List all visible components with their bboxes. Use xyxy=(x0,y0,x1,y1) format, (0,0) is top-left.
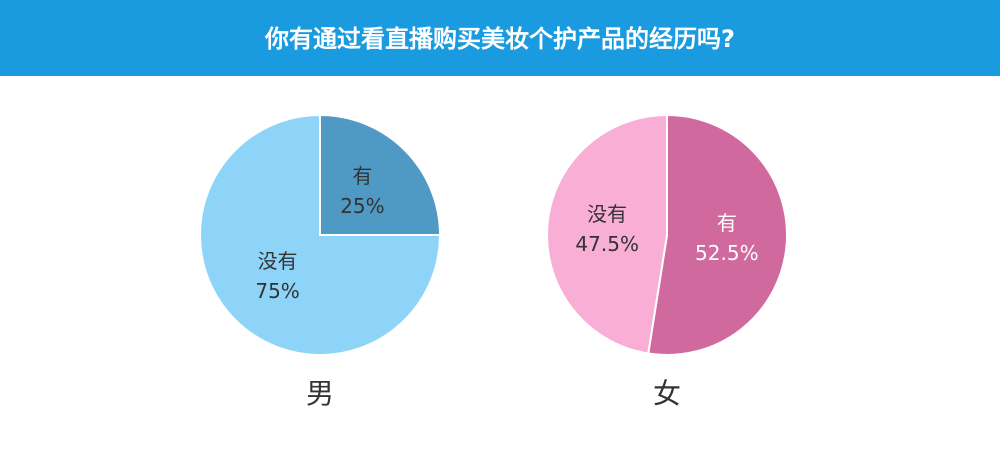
pie-title: 男 xyxy=(306,377,334,410)
slice-category-label: 有 xyxy=(717,211,737,235)
slice-category-label: 没有 xyxy=(258,249,298,273)
pie-slice xyxy=(647,113,788,356)
slice-category-label: 有 xyxy=(352,164,372,188)
slice-value-label: 52.5% xyxy=(695,241,759,265)
slice-value-label: 47.5% xyxy=(575,232,639,256)
chart-title: 你有通过看直播购买美妆个护产品的经历吗? xyxy=(264,25,735,53)
slice-value-label: 75% xyxy=(255,279,299,303)
slice-value-label: 25% xyxy=(340,194,384,218)
slice-category-label: 没有 xyxy=(587,202,627,226)
pie-slice xyxy=(199,113,442,356)
pie-slice xyxy=(545,113,668,355)
pie-title: 女 xyxy=(653,377,681,410)
header-bar xyxy=(0,0,1000,76)
pie-slice xyxy=(319,113,442,236)
